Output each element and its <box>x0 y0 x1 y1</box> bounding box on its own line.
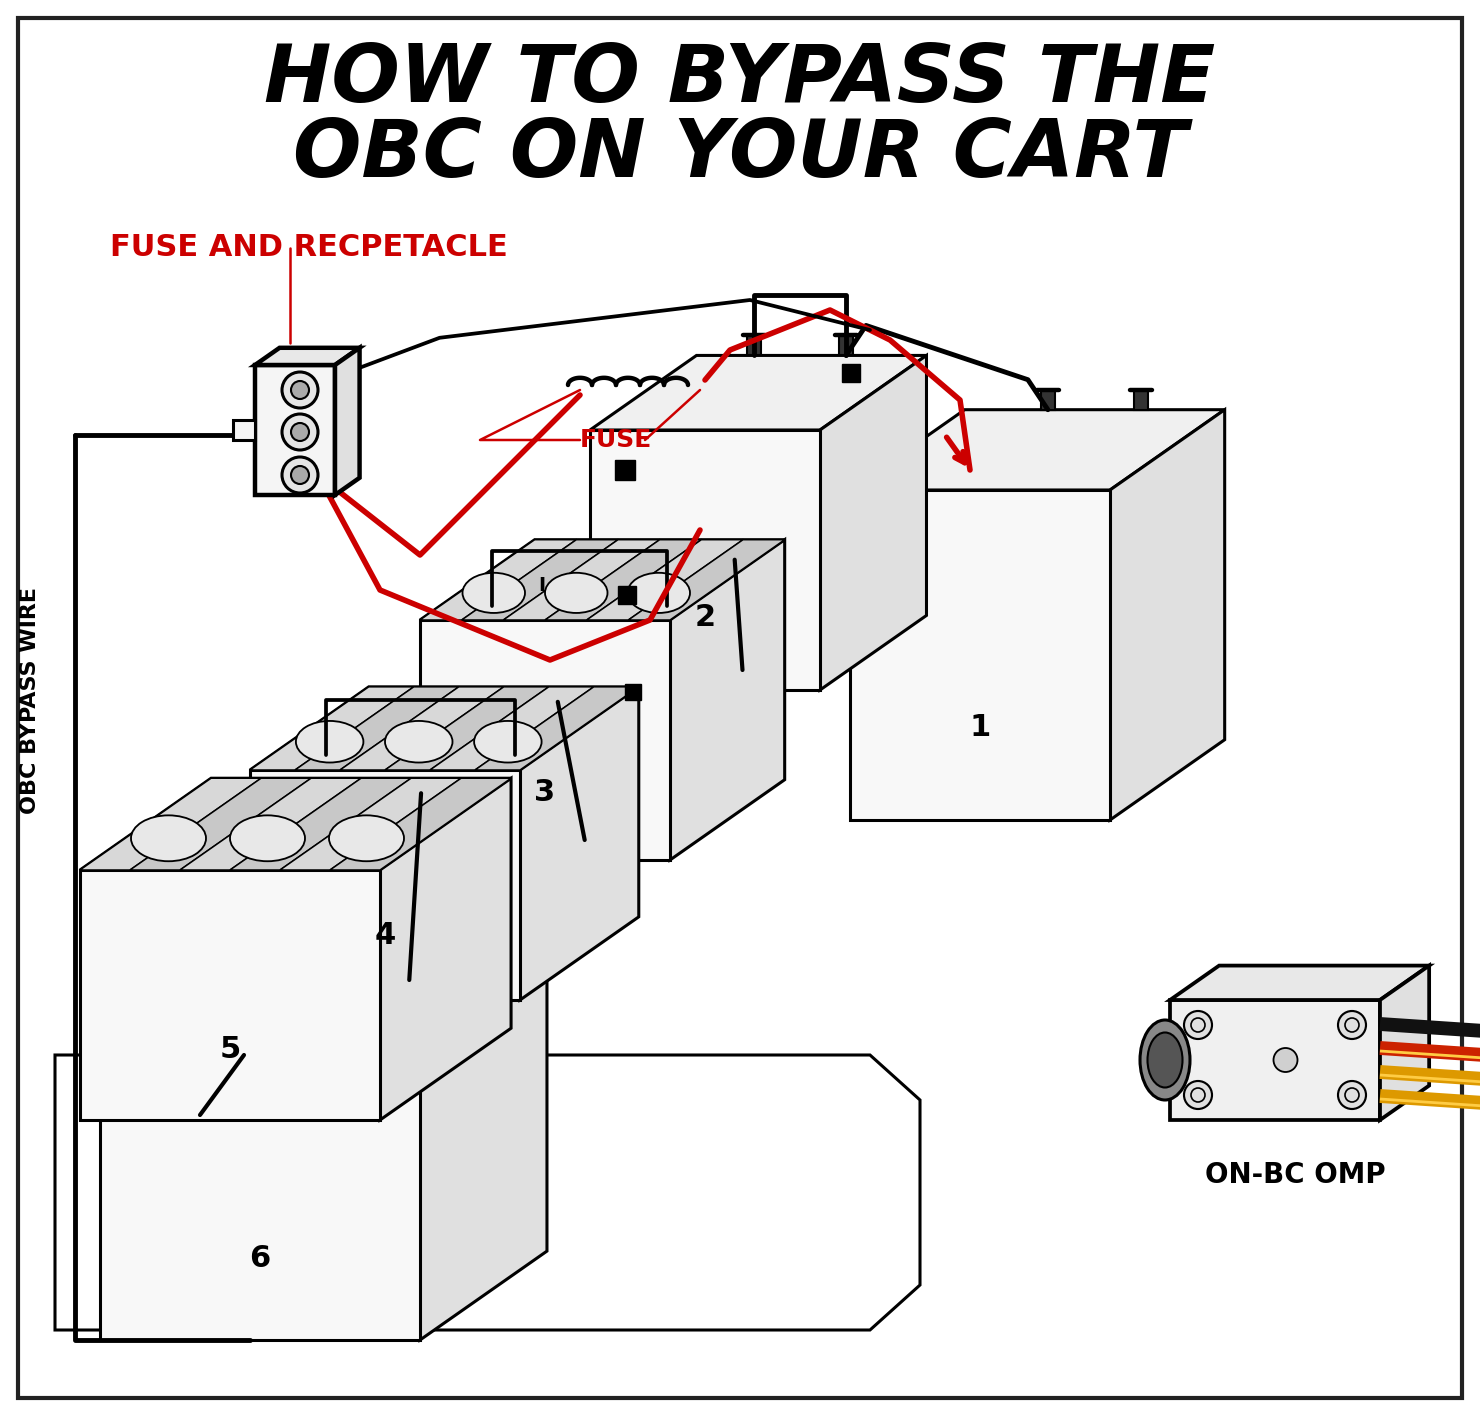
Polygon shape <box>475 687 639 770</box>
Polygon shape <box>1171 966 1430 1000</box>
Polygon shape <box>385 687 549 770</box>
Ellipse shape <box>462 573 525 613</box>
Text: FUSE: FUSE <box>580 428 653 452</box>
Ellipse shape <box>1140 1020 1190 1100</box>
Polygon shape <box>586 539 743 620</box>
Circle shape <box>1184 1011 1212 1039</box>
Polygon shape <box>330 779 511 869</box>
Polygon shape <box>420 620 670 860</box>
Text: FUSE AND RECPETACLE: FUSE AND RECPETACLE <box>110 234 508 262</box>
Text: OBC ON YOUR CART: OBC ON YOUR CART <box>293 116 1187 194</box>
Text: 6: 6 <box>249 1245 271 1273</box>
Polygon shape <box>842 364 860 382</box>
Polygon shape <box>101 961 548 1051</box>
Polygon shape <box>255 365 334 496</box>
Text: I: I <box>539 576 546 595</box>
Polygon shape <box>1379 966 1430 1120</box>
Polygon shape <box>130 779 311 869</box>
Polygon shape <box>591 430 820 690</box>
Polygon shape <box>229 779 411 869</box>
Polygon shape <box>420 539 576 620</box>
Polygon shape <box>250 770 519 1000</box>
Circle shape <box>283 372 318 408</box>
Polygon shape <box>1171 1000 1379 1120</box>
Polygon shape <box>850 490 1110 820</box>
Polygon shape <box>55 1055 921 1330</box>
Polygon shape <box>334 348 360 496</box>
Text: 4: 4 <box>374 920 395 950</box>
Polygon shape <box>591 355 926 430</box>
Polygon shape <box>80 779 260 869</box>
Polygon shape <box>431 687 593 770</box>
Polygon shape <box>616 460 635 480</box>
Circle shape <box>283 457 318 493</box>
Polygon shape <box>545 539 702 620</box>
Polygon shape <box>80 869 380 1120</box>
Circle shape <box>292 381 309 399</box>
Polygon shape <box>519 687 639 1000</box>
Polygon shape <box>747 336 761 355</box>
Polygon shape <box>181 779 361 869</box>
Ellipse shape <box>474 721 542 763</box>
Polygon shape <box>232 421 255 440</box>
Polygon shape <box>80 779 511 869</box>
Text: ON-BC OMP: ON-BC OMP <box>1205 1161 1385 1189</box>
Text: OBC BYPASS WIRE: OBC BYPASS WIRE <box>21 586 40 814</box>
Circle shape <box>1273 1048 1298 1072</box>
Circle shape <box>283 413 318 450</box>
Text: 2: 2 <box>694 603 715 632</box>
Polygon shape <box>250 687 639 770</box>
Polygon shape <box>420 539 784 620</box>
Polygon shape <box>1135 389 1148 409</box>
Text: 1: 1 <box>969 714 990 742</box>
Polygon shape <box>101 1051 420 1340</box>
Polygon shape <box>420 961 548 1340</box>
Circle shape <box>292 423 309 440</box>
Polygon shape <box>462 539 619 620</box>
Polygon shape <box>625 684 641 700</box>
Polygon shape <box>1110 409 1224 820</box>
Polygon shape <box>820 355 926 690</box>
Polygon shape <box>619 586 636 603</box>
Ellipse shape <box>545 573 607 613</box>
Text: 3: 3 <box>534 779 555 807</box>
Ellipse shape <box>628 573 690 613</box>
Circle shape <box>1184 1080 1212 1109</box>
Polygon shape <box>839 336 852 355</box>
Polygon shape <box>250 687 414 770</box>
Polygon shape <box>280 779 462 869</box>
Ellipse shape <box>329 816 404 861</box>
Ellipse shape <box>296 721 364 763</box>
Text: 5: 5 <box>219 1035 241 1065</box>
Text: HOW TO BYPASS THE: HOW TO BYPASS THE <box>265 41 1215 119</box>
Ellipse shape <box>132 816 206 861</box>
Circle shape <box>1338 1080 1366 1109</box>
Polygon shape <box>380 779 511 1120</box>
Ellipse shape <box>385 721 453 763</box>
Ellipse shape <box>229 816 305 861</box>
Polygon shape <box>295 687 459 770</box>
Polygon shape <box>629 539 784 620</box>
Circle shape <box>1338 1011 1366 1039</box>
Polygon shape <box>1040 389 1055 409</box>
Polygon shape <box>503 539 660 620</box>
Polygon shape <box>850 409 1224 490</box>
Polygon shape <box>670 539 784 860</box>
Ellipse shape <box>1147 1032 1183 1087</box>
Polygon shape <box>340 687 503 770</box>
Polygon shape <box>255 348 360 365</box>
Circle shape <box>292 466 309 484</box>
